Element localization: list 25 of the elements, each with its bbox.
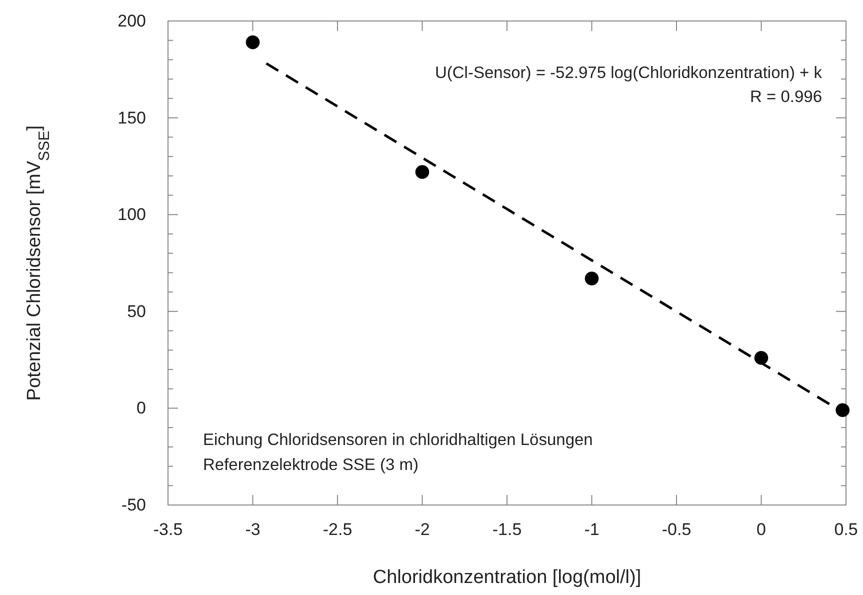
annotation: Referenzelektrode SSE (3 m) (203, 456, 419, 474)
y-tick-label: 200 (118, 11, 146, 30)
point (584, 272, 599, 286)
x-tick-label: -3.5 (153, 520, 183, 540)
y-tick-label: 50 (127, 302, 146, 321)
y-tick-label: 150 (118, 108, 146, 128)
x-tick-label: 0 (756, 520, 766, 540)
x-tick-label: -2.5 (322, 520, 352, 540)
point (836, 403, 850, 418)
y-tick-label: -50 (121, 495, 146, 514)
x-tick-label: 0.5 (834, 520, 858, 540)
y-tick-label: 0 (136, 398, 146, 418)
point (415, 165, 430, 179)
point (246, 35, 260, 50)
annotation: R = 0.996 (750, 88, 822, 106)
x-tick-label: -1.5 (492, 520, 522, 540)
x-tick-label: -0.5 (662, 520, 692, 540)
annotation: Eichung Chloridsensoren in chloridhaltigen Lösungen (203, 431, 593, 449)
y-tick-label: 100 (118, 205, 146, 224)
annotation: U(Cl-Sensor) = -52.975 log(Chloridkonzentration) + k (434, 64, 823, 82)
point (754, 350, 768, 365)
x-tick-label: -3 (245, 520, 260, 540)
x-tick-label: -2 (414, 520, 430, 540)
x-axis-title: Chloridkonzentration [log(mol/l)] (372, 567, 642, 588)
x-tick-label: -1 (584, 520, 600, 540)
